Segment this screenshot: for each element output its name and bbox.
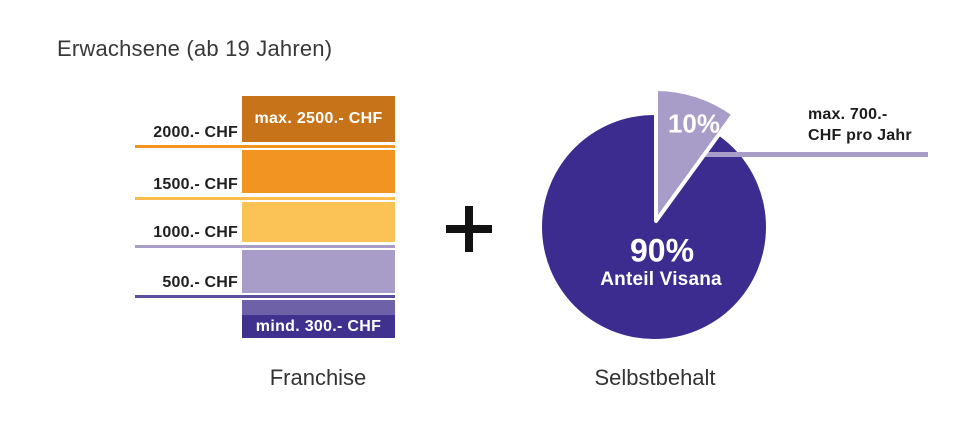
bar-segment-500-1000	[242, 250, 395, 293]
level-label-1000: 1000.- CHF	[153, 224, 238, 241]
pie-slice-10	[654, 87, 736, 223]
franchise-caption: Franchise	[269, 365, 367, 390]
annotation-max-700: max. 700.- CHF pro Jahr	[808, 104, 912, 146]
annotation-connector-line	[703, 152, 928, 157]
bar-segment-1000-1500	[242, 202, 395, 242]
pie-slice-90-label: 90%	[629, 232, 695, 269]
level-label-2000: 2000.- CHF	[153, 124, 238, 141]
bar-segment-300-500	[242, 300, 395, 315]
annotation-line-2: CHF pro Jahr	[808, 127, 912, 144]
bar-segment-max-2500: max. 2500.- CHF	[242, 96, 395, 142]
bar-segment-min-300: mind. 300.- CHF	[242, 315, 395, 338]
pie-chart-svg	[542, 87, 928, 339]
bar-segment-1500-2000	[242, 150, 395, 193]
plus-icon	[446, 206, 492, 252]
boundary-line-1000	[135, 245, 395, 248]
boundary-line-2000	[135, 145, 395, 148]
annotation-line-1: max. 700.-	[808, 106, 888, 123]
page-title: Erwachsene (ab 19 Jahren)	[57, 36, 333, 61]
boundary-line-1500	[135, 197, 395, 200]
bar-segment-max-label: max. 2500.- CHF	[254, 110, 383, 127]
level-label-500: 500.- CHF	[162, 274, 238, 291]
pie-slice-10-label: 10%	[667, 108, 721, 139]
boundary-line-500	[135, 295, 395, 298]
level-label-1500: 1500.- CHF	[153, 176, 238, 193]
pie-slice-90	[542, 115, 766, 339]
pie-slice-90-sublabel: Anteil Visana	[600, 269, 722, 290]
bar-segment-min-label: mind. 300.- CHF	[255, 318, 382, 335]
selbstbehalt-caption: Selbstbehalt	[594, 365, 716, 390]
